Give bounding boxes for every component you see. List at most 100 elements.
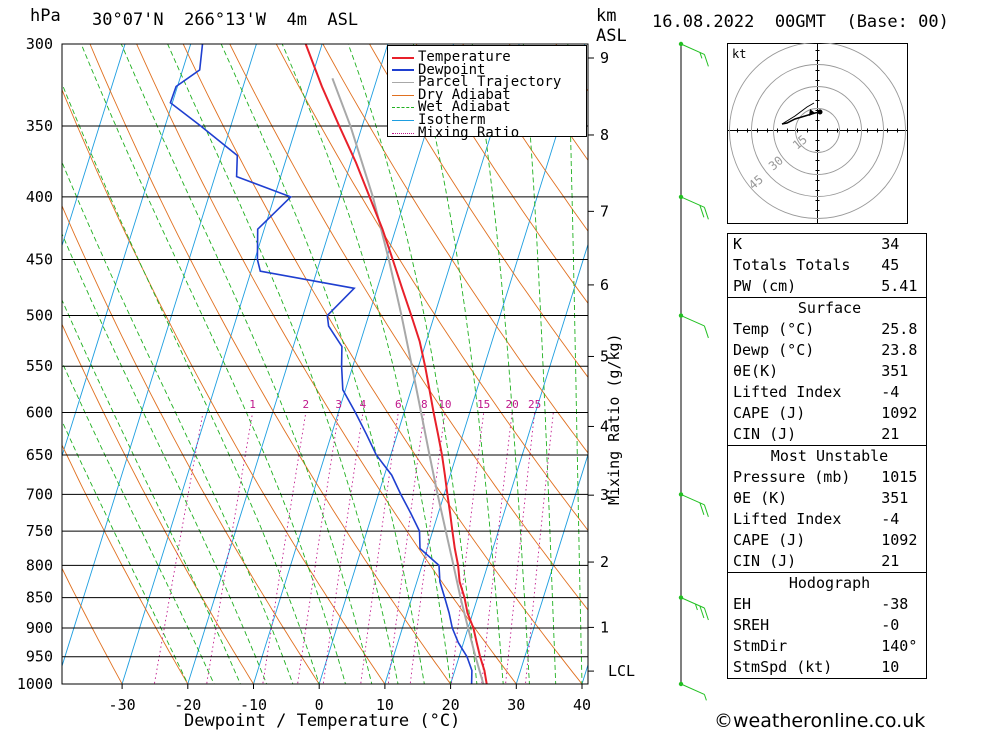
index-label: Totals Totals (727, 255, 876, 276)
legend-swatch (392, 94, 414, 96)
index-label: Temp (°C) (727, 319, 876, 340)
index-row: StmDir 140° (727, 636, 928, 657)
wind-barb (680, 597, 709, 621)
km-tick-label: 4 (600, 417, 609, 435)
legend: Temperature Dewpoint Parcel Trajectory Dry … (387, 45, 587, 140)
legend-item: Dewpoint (392, 60, 485, 77)
index-row: EH -38 (727, 594, 928, 615)
asl-unit-label: ASL (596, 26, 627, 46)
mixing-ratio-label: 1 (249, 398, 256, 411)
pressure-tick-label: 700 (26, 485, 53, 503)
legend-label: Temperature (418, 49, 511, 65)
index-value: 21 (875, 551, 928, 573)
mixing-ratio-line (409, 412, 446, 684)
pressure-tick-label: 500 (26, 307, 53, 325)
index-value: -4 (875, 509, 928, 530)
isotherm-line (0, 0, 24, 710)
index-row: K 34 (727, 233, 928, 255)
dry-adiabat-line (322, 44, 588, 454)
wet-adiabat-line (567, 44, 583, 684)
index-label: EH (727, 594, 876, 615)
wind-barb-flag (703, 207, 709, 220)
parcel-trajectory-line (331, 77, 485, 684)
wind-barb-flag (703, 504, 709, 517)
lcl-label: LCL (608, 662, 635, 680)
hodograph-ring (795, 108, 840, 153)
hodograph-storm-motion (817, 109, 823, 115)
hodograph-arrowhead (809, 109, 815, 116)
wind-barb-shaft (680, 597, 705, 609)
index-section-title-text: Hodograph (727, 572, 927, 594)
index-label: Pressure (mb) (727, 467, 876, 488)
mixing-ratio-axis-label: Mixing Ratio (g/kg) (605, 333, 623, 505)
mixing-ratio-line (481, 412, 513, 684)
pressure-tick-label: 1000 (17, 675, 53, 693)
mixing-ratio-label: 25 (528, 398, 541, 411)
index-value: 21 (875, 424, 928, 446)
temperature-tick-label: 10 (376, 696, 394, 714)
temperature-tick-label: 30 (507, 696, 525, 714)
legend-swatch (392, 120, 414, 121)
index-row: θE(K) 351 (727, 361, 928, 382)
index-label: CAPE (J) (727, 530, 876, 551)
hodograph-ring (729, 43, 906, 219)
wind-barb (680, 196, 709, 220)
legend-item: Wet Adiabat (392, 97, 511, 114)
index-row: SREH -0 (727, 615, 928, 636)
legend-label: Wet Adiabat (418, 99, 511, 116)
index-row: Temp (°C) 25.8 (727, 319, 928, 340)
index-row: Pressure (mb) 1015 (727, 467, 928, 488)
pressure-tick-label: 350 (26, 117, 53, 135)
index-value: 10 (875, 657, 928, 679)
km-tick-label: 9 (600, 49, 609, 67)
temperature-tick-label: 40 (573, 696, 591, 714)
pressure-tick-label: 800 (26, 556, 53, 574)
hodograph-trace (781, 111, 821, 125)
dry-adiabat-line (462, 44, 588, 232)
dry-adiabat-line (415, 44, 588, 305)
index-value: 351 (875, 361, 928, 382)
index-row: StmSpd (kt) 10 (727, 657, 928, 679)
wind-barb-shaft (680, 315, 705, 327)
index-label: Dewp (°C) (727, 340, 876, 361)
index-value: -4 (875, 382, 928, 403)
legend-item: Mixing Ratio (392, 123, 519, 140)
legend-item: Parcel Trajectory (392, 72, 561, 89)
wind-barb-half-flag (703, 694, 707, 701)
index-row: θE (K) 351 (727, 488, 928, 509)
temperature-tick-label: -10 (240, 696, 267, 714)
mixing-ratio-line (505, 412, 536, 684)
wet-adiabat-line (167, 44, 399, 684)
legend-swatch (392, 82, 414, 84)
mixing-ratio-label: 6 (395, 398, 402, 411)
index-label: CIN (J) (727, 424, 876, 446)
index-section-title: Most Unstable (727, 445, 927, 467)
index-value: -38 (875, 594, 928, 615)
wind-barb (680, 315, 709, 339)
wind-level-marker (678, 313, 684, 318)
index-label: CIN (J) (727, 551, 876, 573)
dry-adiabat-line (62, 567, 123, 684)
legend-item: Dry Adiabat (392, 85, 511, 102)
hodograph-ring (773, 86, 862, 175)
pressure-tick-label: 650 (26, 446, 53, 464)
pressure-tick-label: 600 (26, 403, 53, 421)
temperature-line (304, 44, 488, 684)
index-value: 351 (875, 488, 928, 509)
legend-item: Temperature (392, 47, 511, 64)
legend-swatch (392, 56, 414, 59)
km-tick-label: 8 (600, 126, 609, 144)
index-label: K (727, 233, 876, 255)
wet-adiabat-line (120, 44, 373, 684)
km-unit-label: km (596, 6, 617, 26)
km-tick-label: 3 (600, 486, 609, 504)
legend-swatch (392, 69, 414, 72)
mixing-ratio-line (206, 412, 254, 684)
wet-adiabat-line (412, 44, 504, 684)
index-section-title: Hodograph (727, 572, 927, 594)
copyright-footer: ©weatheronline.co.uk (714, 710, 926, 732)
km-tick-label: 1 (600, 618, 609, 636)
index-value: 5.41 (875, 276, 928, 298)
index-label: θE(K) (727, 361, 876, 382)
